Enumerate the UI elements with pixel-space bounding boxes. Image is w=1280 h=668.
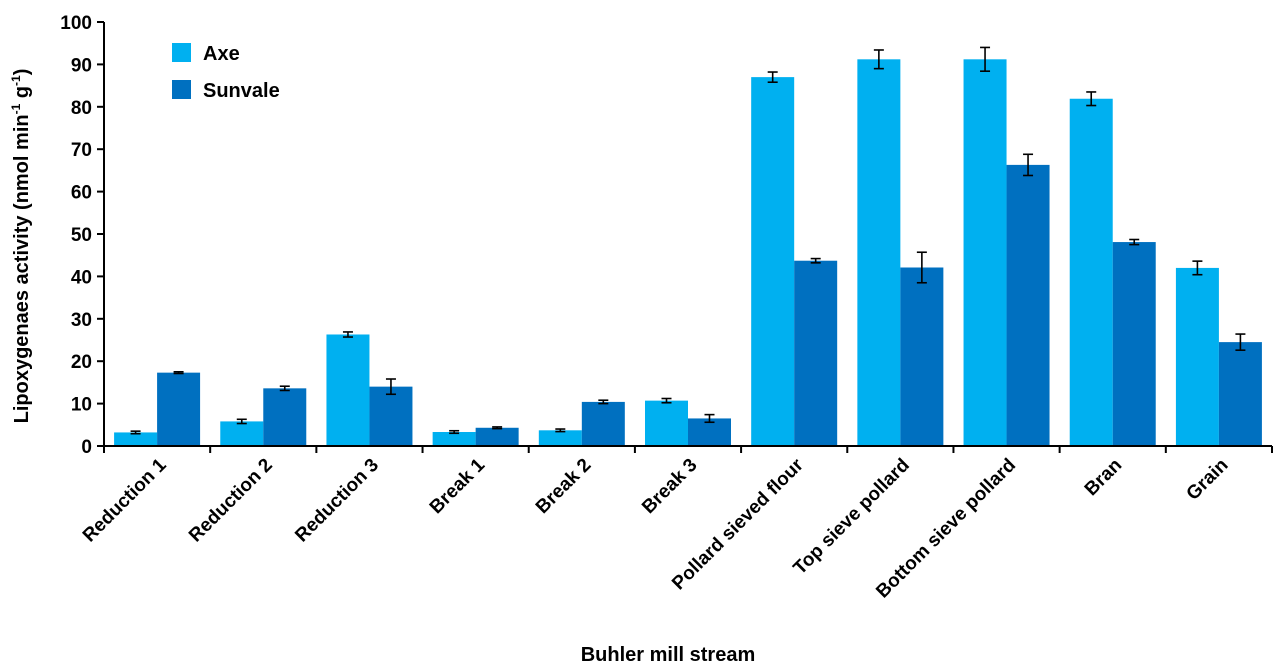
bar-sunvale-top-sieve-pollard [900, 267, 944, 446]
bar-axe-pollard-sieved-flour [751, 77, 795, 447]
bar-sunvale-bottom-sieve-pollard [1006, 164, 1050, 446]
bar-sunvale-reduction-1 [157, 372, 201, 446]
y-tick-label: 10 [71, 395, 92, 416]
bar-sunvale-reduction-2 [263, 388, 307, 446]
y-tick-label: 20 [71, 352, 92, 373]
bar-axe-reduction-3 [326, 334, 370, 446]
y-tick-label: 100 [60, 13, 92, 34]
bar-sunvale-grain [1218, 342, 1262, 446]
x-axis-title: Buhler mill stream [581, 644, 756, 666]
bar-sunvale-reduction-3 [369, 386, 413, 446]
y-axis-title-part: -1 [9, 75, 23, 86]
category-label: Break 2 [532, 455, 595, 518]
y-axis-title-part: ) [11, 69, 33, 76]
y-tick-label: 70 [71, 140, 92, 161]
y-ticks: 0 10 20 30 40 50 60 70 80 90 100 [60, 13, 1273, 458]
bar-axe-bran [1069, 98, 1113, 446]
y-tick-label: 90 [71, 55, 92, 76]
y-axis-title-part: Lipoxygenaes activity (nmol min [11, 114, 33, 423]
category-label: Break 1 [426, 454, 490, 518]
category-label: Bran [1081, 455, 1126, 500]
legend-label-axe: Axe [203, 43, 240, 65]
bar-sunvale-bran [1112, 242, 1156, 446]
bar-axe-top-sieve-pollard [857, 59, 901, 446]
legend-swatch-sunvale [172, 80, 191, 99]
bar-axe-break-2 [538, 430, 582, 446]
y-tick-label: 60 [71, 183, 92, 204]
y-tick-label: 0 [81, 437, 92, 458]
y-axis-title: Lipoxygenaes activity (nmol min-1 g-1) [9, 69, 33, 424]
bar-axe-reduction-1 [114, 432, 158, 446]
y-axis-title-part: g [11, 86, 33, 104]
y-tick-label: 80 [71, 98, 92, 119]
legend-swatch-axe [172, 43, 191, 62]
legend-label-sunvale: Sunvale [203, 80, 280, 102]
y-tick-label: 30 [71, 310, 92, 331]
bar-axe-bottom-sieve-pollard [963, 59, 1007, 446]
bar-axe-reduction-2 [220, 421, 264, 446]
bar-sunvale-break-1 [475, 427, 519, 446]
category-label: Grain [1183, 455, 1233, 505]
bar-sunvale-break-2 [581, 401, 625, 446]
legend: Axe Sunvale [172, 43, 280, 102]
category-labels: Reduction 1 Reduction 2 Reduction 3 Break 1… [79, 454, 1233, 602]
bar-axe-break-3 [645, 400, 688, 446]
y-tick-label: 50 [71, 225, 92, 246]
y-axis-title-part: -1 [9, 103, 23, 114]
bar-sunvale-pollard-sieved-flour [794, 260, 838, 446]
category-label: Reduction 3 [291, 455, 383, 547]
y-tick-label: 40 [71, 267, 92, 288]
category-label: Reduction 2 [185, 455, 277, 547]
category-label: Break 3 [638, 455, 701, 518]
category-label: Reduction 1 [79, 454, 171, 546]
bar-axe-grain [1175, 267, 1219, 446]
category-label: Top sieve pollard [790, 455, 914, 579]
error-bars-layer [130, 46, 1246, 435]
bars-layer [114, 59, 1262, 447]
bar-axe-break-1 [432, 432, 476, 446]
